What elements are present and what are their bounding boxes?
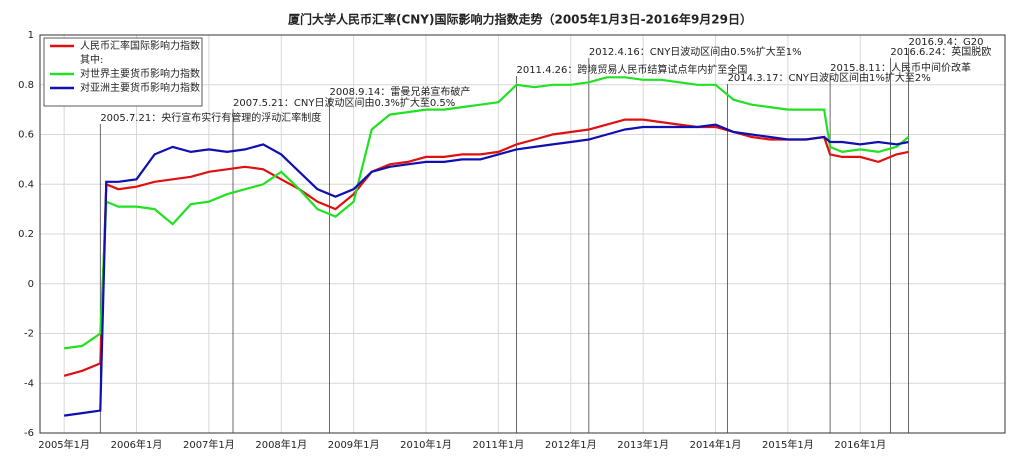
annotation-text: 2008.9.14：雷曼兄弟宣布破产 xyxy=(330,85,471,98)
y-tick-label: 0 xyxy=(28,279,34,290)
legend-note: 其中: xyxy=(80,53,103,66)
y-tick-label: -2 xyxy=(24,329,34,340)
x-tick-label: 2011年1月 xyxy=(472,438,524,451)
y-tick-label: -4 xyxy=(24,378,34,389)
x-tick-label: 2015年1月 xyxy=(762,438,814,451)
y-tick-label: -6 xyxy=(24,428,34,439)
plot-frame xyxy=(39,34,1006,434)
x-tick-label: 2008年1月 xyxy=(255,438,307,451)
x-tick-label: 2014年1月 xyxy=(690,438,742,451)
y-tick-label: 0.6 xyxy=(18,130,34,141)
series-line xyxy=(63,123,909,417)
x-tick-label: 2009年1月 xyxy=(328,438,380,451)
x-tick-label: 2013年1月 xyxy=(617,438,669,451)
x-tick-label: 2012年1月 xyxy=(545,438,597,451)
annotation-text: 2005.7.21：央行宣布实行有管理的浮动汇率制度 xyxy=(100,111,321,124)
annotation-text: 2007.5.21：CNY日波动区间由0.3%扩大至0.5% xyxy=(233,96,455,109)
y-tick-label: 0.8 xyxy=(18,80,34,91)
annotation-text: 2016.6.24：英国脱欧 xyxy=(890,45,991,58)
annotation-text: 2011.4.26：跨境贸易人民币结算试点年内扩至全国 xyxy=(516,63,747,76)
x-tick-label: 2005年1月 xyxy=(38,438,90,451)
x-tick-label: 2006年1月 xyxy=(111,438,163,451)
annotation-text: 2012.4.16：CNY日波动区间由0.5%扩大至1% xyxy=(589,45,802,58)
x-tick-label: 2010年1月 xyxy=(400,438,452,451)
legend-label: 人民币汇率国际影响力指数 xyxy=(80,39,200,52)
x-tick-label: 2016年1月 xyxy=(834,438,886,451)
x-tick-label: 2007年1月 xyxy=(183,438,235,451)
y-tick-label: 0.2 xyxy=(18,229,34,240)
legend-label: 对亚洲主要货币影响力指数 xyxy=(80,81,200,94)
legend-label: 对世界主要货币影响力指数 xyxy=(80,67,200,80)
series-line xyxy=(63,76,910,350)
y-tick-label: 0.4 xyxy=(18,179,34,190)
annotation-text: 2014.3.17：CNY日波动区间由1%扩大至2% xyxy=(728,71,931,84)
annotation-text: 2015.8.11：人民币中间价改革 xyxy=(830,61,971,74)
annotation-text: 2016.9.4：G20 xyxy=(909,37,984,48)
chart-title: 厦门大学人民币汇率(CNY)国际影响力指数走势（2005年1月3日-2016年9… xyxy=(288,12,752,27)
y-tick-label: 1 xyxy=(28,30,34,41)
legend-box xyxy=(43,37,203,107)
